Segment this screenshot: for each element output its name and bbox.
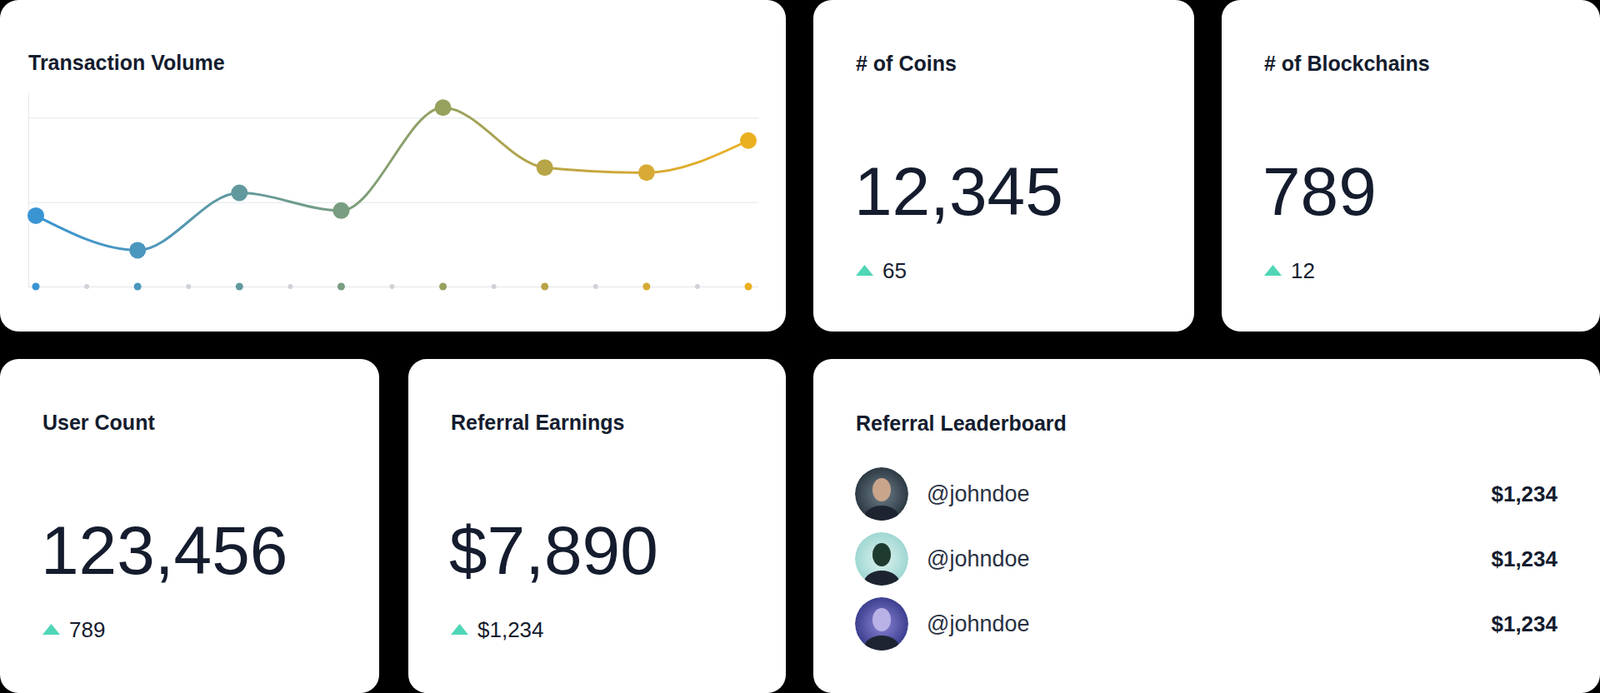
point <box>27 207 45 225</box>
point <box>740 132 757 150</box>
kpi-card: # of Blockchains 789 12 <box>1221 0 1600 332</box>
kpi-title: # of Coins <box>855 51 957 75</box>
kpi-title: # of Blockchains <box>1264 51 1430 75</box>
kpi-card-svg: # of Blockchains 789 12 <box>1221 0 1600 332</box>
avatar-body <box>863 635 900 663</box>
avatar-body <box>863 505 900 533</box>
kpi-value: 123,456 <box>40 512 288 589</box>
y-tick <box>28 202 759 204</box>
y-axis <box>28 93 759 288</box>
kpi-value: $7,890 <box>449 512 659 589</box>
x-tick-dot <box>134 283 142 291</box>
kpi-value: 12,345 <box>854 153 1064 230</box>
x-tick-dot <box>642 283 650 291</box>
grid-line <box>28 202 759 204</box>
plot-marks <box>27 99 757 259</box>
avatar-body <box>863 570 900 598</box>
kpi-card-svg: # of Coins 12,345 65 <box>813 0 1195 332</box>
y-tick <box>28 117 759 119</box>
x-tick-dot <box>235 283 244 291</box>
avatar-head <box>872 543 891 567</box>
leaderboard-card: Referral Leaderboard @johndoe $1,234 @johnd… <box>813 359 1600 693</box>
x-tick-dot <box>540 283 549 291</box>
x-tick-dot <box>337 283 345 291</box>
kpi-card-svg: User Count 123,456 789 <box>0 359 380 693</box>
point <box>638 164 655 181</box>
up-arrow <box>450 624 469 635</box>
leaderboard-user: @johndoe <box>926 481 1030 507</box>
kpi-title: User Count <box>42 410 155 435</box>
leaderboard-user: @johndoe <box>926 611 1030 637</box>
point <box>536 159 554 176</box>
point <box>435 99 452 116</box>
point <box>129 241 146 259</box>
avatar <box>855 597 909 663</box>
kpi-change: 65 <box>882 258 907 284</box>
axis-dot-minor <box>390 284 395 290</box>
grid-line <box>28 117 759 119</box>
leaderboard-amount: $1,234 <box>1490 546 1558 572</box>
leaderboard-user: @johndoe <box>926 546 1030 572</box>
up-arrow <box>42 624 60 635</box>
kpi-change: 789 <box>69 617 105 643</box>
kpi-change: $1,234 <box>477 617 545 643</box>
point <box>230 185 248 202</box>
y-axis-line <box>28 93 30 288</box>
axis-dot-minor <box>695 284 700 290</box>
axis-dot-minor <box>287 284 293 290</box>
kpi-value: 789 <box>1262 153 1377 230</box>
axis-dot-minor <box>491 284 497 290</box>
up-arrow <box>855 265 874 276</box>
chart-title: Transaction Volume <box>28 50 225 75</box>
chart-card-svg: Transaction Volume <box>0 0 786 332</box>
kpi-card-svg: Referral Earnings $7,890 $1,234 <box>408 359 786 693</box>
line <box>35 107 749 250</box>
axis-dot-minor <box>593 284 599 290</box>
avatar <box>855 532 909 598</box>
leaderboard-amount: $1,234 <box>1490 611 1558 637</box>
kpi-card: Referral Earnings $7,890 $1,234 <box>408 359 786 693</box>
kpi-title: Referral Earnings <box>450 410 625 435</box>
x-tick-dot <box>439 283 447 291</box>
x-tick-dot <box>745 283 753 291</box>
leaderboard-card-svg: Referral Leaderboard @johndoe $1,234 @johnd… <box>813 359 1600 693</box>
kpi-card: # of Coins 12,345 65 <box>813 0 1195 332</box>
leaderboard-amount: $1,234 <box>1490 481 1558 507</box>
avatar-head <box>872 478 891 502</box>
kpi-change: 12 <box>1290 258 1315 284</box>
chart-card: Transaction Volume <box>0 0 786 332</box>
x-tick-dot <box>32 283 40 291</box>
axis-dot-minor <box>185 284 191 290</box>
axis-dots <box>32 283 753 291</box>
kpi-card: User Count 123,456 789 <box>0 359 380 693</box>
point <box>332 202 350 220</box>
avatar <box>855 467 909 533</box>
avatar-head <box>872 608 891 632</box>
leaderboard-title: Referral Leaderboard <box>855 411 1067 435</box>
up-arrow <box>1264 265 1282 276</box>
axis-dot-minor <box>84 284 90 290</box>
